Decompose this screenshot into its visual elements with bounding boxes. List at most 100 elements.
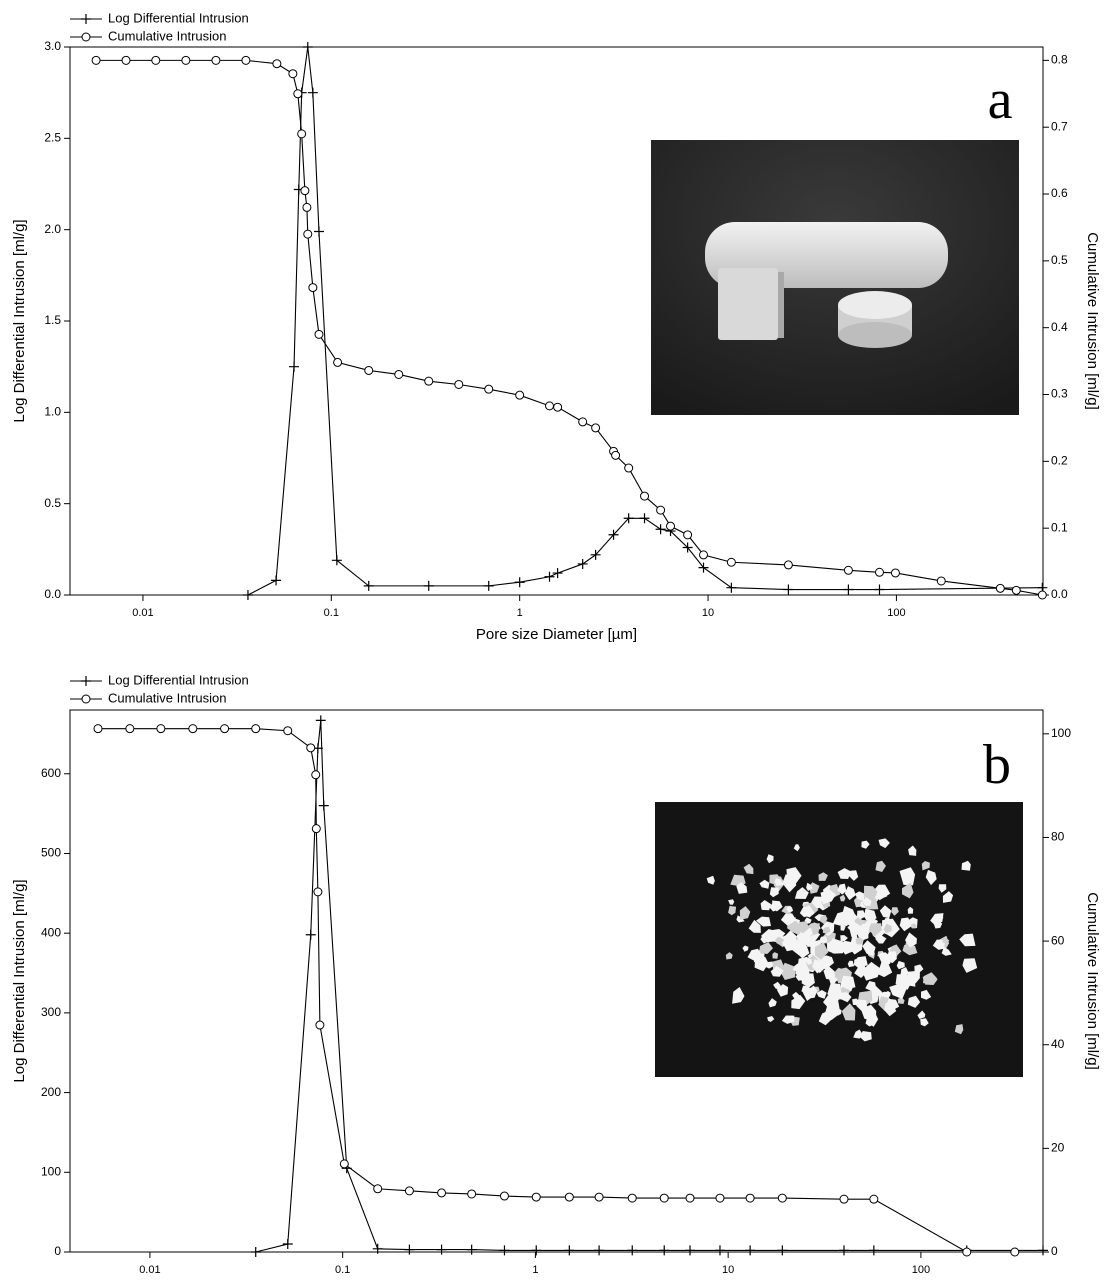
chip xyxy=(848,870,859,881)
circle-marker xyxy=(869,1194,879,1204)
circle-marker xyxy=(293,89,303,99)
chip xyxy=(839,992,852,1003)
y2-tick-label: 0.6 xyxy=(1051,186,1068,200)
chip xyxy=(770,965,784,977)
chip xyxy=(907,995,921,1008)
circle-marker xyxy=(1011,585,1021,595)
chip xyxy=(786,906,794,913)
circle-marker xyxy=(251,724,261,734)
circle-marker xyxy=(220,724,230,734)
chip xyxy=(818,872,828,881)
plus-marker xyxy=(313,226,324,237)
chip xyxy=(774,878,784,886)
chip xyxy=(835,1008,842,1016)
chip xyxy=(794,887,809,899)
circle-marker xyxy=(594,1192,604,1202)
y2-tick-label: 80 xyxy=(1051,830,1065,844)
y2-tick-label: 60 xyxy=(1051,933,1065,947)
chip xyxy=(864,921,870,929)
circle-marker xyxy=(272,59,282,69)
circle-marker xyxy=(683,530,693,540)
y2-tick-label: 40 xyxy=(1051,1037,1065,1051)
circle-marker xyxy=(578,417,588,427)
chip xyxy=(841,1003,856,1021)
chip xyxy=(920,1018,929,1027)
y2-tick-label: 0.1 xyxy=(1051,520,1068,534)
chip xyxy=(875,860,886,872)
chip xyxy=(837,883,847,895)
plus-marker xyxy=(659,1245,670,1256)
plus-marker xyxy=(302,42,313,52)
chip xyxy=(840,935,848,942)
circle-marker xyxy=(659,1193,669,1203)
circle-marker xyxy=(1037,590,1047,600)
circle-marker xyxy=(777,1193,787,1203)
circle-marker xyxy=(499,1191,509,1201)
circle-marker xyxy=(454,379,464,389)
chip xyxy=(863,885,878,902)
chip xyxy=(728,905,737,916)
plus-marker xyxy=(307,87,318,98)
chip xyxy=(921,861,930,871)
y2-tick-label: 0.7 xyxy=(1051,119,1068,133)
circle-marker xyxy=(685,1193,695,1203)
chip xyxy=(812,959,824,974)
circle-marker xyxy=(373,1184,383,1194)
chip xyxy=(760,900,772,911)
chip xyxy=(822,926,831,934)
chip xyxy=(873,884,891,901)
chip xyxy=(825,955,834,967)
circle-marker xyxy=(839,1194,849,1204)
circle-marker xyxy=(333,357,343,367)
chip xyxy=(736,882,748,894)
chip xyxy=(850,945,859,952)
chip xyxy=(959,933,976,947)
x-tick-label: 1 xyxy=(532,1264,538,1276)
plus-marker xyxy=(577,558,588,569)
chip xyxy=(767,1016,775,1022)
chip xyxy=(823,966,836,981)
chip xyxy=(923,972,938,984)
chip xyxy=(909,923,917,929)
plus-marker xyxy=(564,1245,575,1256)
chip xyxy=(878,952,886,961)
legend-label: Cumulative Intrusion xyxy=(108,690,227,705)
chip xyxy=(772,952,779,959)
chip xyxy=(806,882,813,891)
y2-axis-title: Cumulative Intrusion [ml/g] xyxy=(1084,892,1101,1070)
chip xyxy=(772,900,783,912)
chip xyxy=(758,942,773,954)
chip xyxy=(905,932,917,948)
x-tick-label: 0.01 xyxy=(139,1264,160,1276)
chip xyxy=(706,875,715,885)
plus-marker xyxy=(874,584,885,595)
y-tick-label: 2.0 xyxy=(44,222,61,236)
circle-marker xyxy=(364,365,374,375)
circle-marker xyxy=(640,491,650,501)
circle-marker xyxy=(93,724,103,734)
plus-marker xyxy=(331,555,342,566)
x-tick-label: 100 xyxy=(887,607,905,619)
circle-marker xyxy=(188,724,198,734)
chip xyxy=(925,869,937,886)
chip xyxy=(879,905,892,919)
chip xyxy=(780,962,796,980)
chip xyxy=(880,962,889,971)
chip xyxy=(820,889,836,905)
plus-marker xyxy=(531,1245,542,1256)
plus-marker xyxy=(250,1247,261,1257)
plus-marker xyxy=(745,1245,756,1256)
circle-marker xyxy=(306,743,316,753)
y2-tick-label: 0.5 xyxy=(1051,253,1068,267)
chip xyxy=(861,840,870,849)
plus-marker xyxy=(838,1245,849,1256)
x-tick-label: 10 xyxy=(722,1264,734,1276)
circle-marker xyxy=(181,55,191,65)
circle-marker xyxy=(1010,1247,1020,1257)
plus-marker xyxy=(1038,1245,1048,1256)
circle-marker xyxy=(467,1189,477,1199)
circle-marker xyxy=(936,576,946,586)
chip xyxy=(942,938,950,944)
y-tick-label: 2.5 xyxy=(44,131,61,145)
